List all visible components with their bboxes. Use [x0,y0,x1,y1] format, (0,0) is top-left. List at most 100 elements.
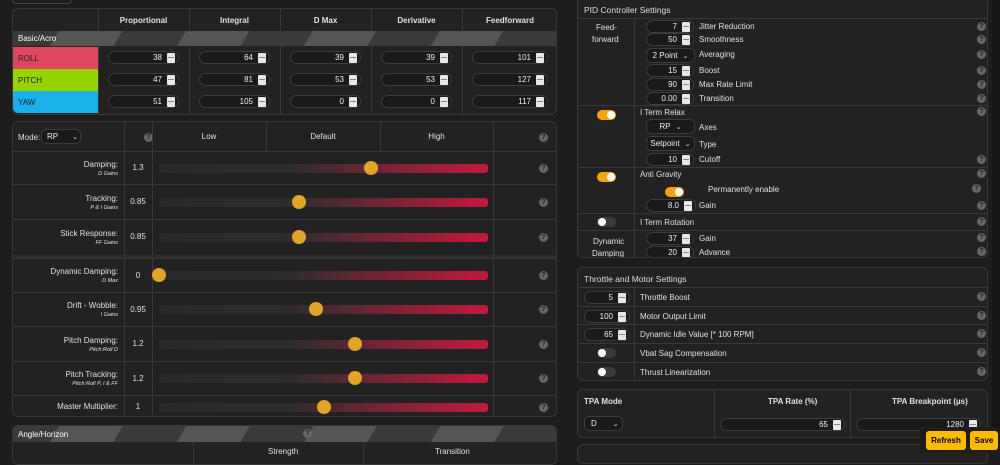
throttle_boost-input[interactable]: 5 [584,291,630,304]
thrust_lin-toggle[interactable] [597,367,616,377]
slider-thumb[interactable] [348,371,363,385]
help-icon[interactable]: ? [977,292,986,301]
slider-track[interactable] [159,194,488,209]
vbat_sag-toggle[interactable] [597,348,616,358]
tpa-rate-input[interactable]: 65 [720,418,845,431]
boost-input[interactable]: 15 [646,64,694,77]
refresh-button[interactable]: Refresh [926,431,966,450]
max_rate-input[interactable]: 90 [646,78,694,91]
jitter-input[interactable]: 7 [646,20,694,33]
help-icon[interactable]: ? [977,35,986,44]
help-icon[interactable]: ? [303,429,312,438]
iterm-relax-toggle[interactable] [597,110,616,120]
pid-input-roll-3[interactable]: 39 [381,51,452,64]
help-icon[interactable]: ? [977,367,986,376]
spinner-icon[interactable] [833,420,841,430]
help-icon[interactable]: ? [539,305,548,314]
pid-input-yaw-0[interactable]: 51 [108,95,179,108]
spinner-icon[interactable] [258,97,266,107]
pid-input-pitch-2[interactable]: 53 [290,73,361,86]
help-icon[interactable]: ? [539,402,548,412]
slider-track[interactable] [159,399,488,414]
pid-input-pitch-1[interactable]: 81 [199,73,270,86]
spinner-icon[interactable] [440,97,448,107]
spinner-icon[interactable] [682,155,690,165]
pid-input-pitch-4[interactable]: 127 [472,73,548,86]
spinner-icon[interactable] [682,66,690,76]
motor_output_limit-input[interactable]: 100 [584,310,630,323]
help-icon[interactable]: ? [977,80,986,89]
type-select[interactable]: Setpoint ⌄ [646,136,695,151]
spinner-icon[interactable] [682,35,690,45]
pid-input-pitch-0[interactable]: 47 [108,73,179,86]
mode-select[interactable]: RP ⌄ [41,129,81,144]
save-button[interactable]: Save [970,431,998,450]
slider-track[interactable] [159,302,488,316]
slider-track[interactable] [159,336,488,351]
spinner-icon[interactable] [682,94,690,104]
help-icon[interactable]: ? [539,271,548,280]
spinner-icon[interactable] [167,53,175,63]
spinner-icon[interactable] [684,201,692,211]
spinner-icon[interactable] [682,234,690,244]
dyn-damping-gain-input[interactable]: 37 [646,232,694,245]
help-icon[interactable]: ? [539,133,548,142]
averaging-select[interactable]: 2 Point ⌄ [646,48,695,63]
spinner-icon[interactable] [969,420,977,430]
help-icon[interactable]: ? [977,217,986,226]
pid-input-yaw-1[interactable]: 105 [199,95,270,108]
spinner-icon[interactable] [682,248,690,257]
anti-gravity-gain-input[interactable]: 8.0 [646,199,696,212]
pid-input-yaw-2[interactable]: 0 [290,95,361,108]
help-icon[interactable]: ? [977,247,986,256]
axes-select[interactable]: RP ⌄ [646,119,695,134]
spinner-icon[interactable] [618,330,626,340]
help-icon[interactable]: ? [977,329,986,338]
slider-track[interactable] [159,371,488,385]
dynamic_idle-input[interactable]: 65 [584,328,630,341]
help-icon[interactable]: ? [539,339,548,349]
slider-track[interactable] [159,160,488,175]
slider-thumb[interactable] [292,229,307,244]
pid-input-roll-4[interactable]: 101 [472,51,548,64]
cutoff-input[interactable]: 10 [646,153,694,166]
permanently-enable-toggle[interactable] [665,187,684,197]
scrollbar[interactable] [992,0,1000,453]
iterm-rotation-toggle[interactable] [597,217,616,227]
spinner-icon[interactable] [349,97,357,107]
spinner-icon[interactable] [167,97,175,107]
dyn-damping-advance-input[interactable]: 20 [646,246,694,257]
pid-input-roll-2[interactable]: 39 [290,51,361,64]
spinner-icon[interactable] [618,293,626,303]
spinner-icon[interactable] [682,80,690,90]
help-icon[interactable]: ? [977,155,986,164]
help-icon[interactable]: ? [977,50,986,59]
help-icon[interactable]: ? [977,233,986,242]
pid-input-yaw-4[interactable]: 117 [472,95,548,108]
pid-input-pitch-3[interactable]: 53 [381,73,452,86]
spinner-icon[interactable] [440,53,448,63]
spinner-icon[interactable] [349,53,357,63]
slider-thumb[interactable] [152,268,166,282]
transition-input[interactable]: 0.00 [646,92,694,105]
spinner-icon[interactable] [258,75,266,85]
pid-input-yaw-3[interactable]: 0 [381,95,452,108]
help-icon[interactable]: ? [539,197,548,207]
smoothness-input[interactable]: 50 [646,33,694,46]
help-icon[interactable]: ? [539,163,548,173]
help-icon[interactable]: ? [977,169,986,178]
slider-thumb[interactable] [364,160,379,175]
slider-thumb[interactable] [308,302,323,316]
help-icon[interactable]: ? [977,94,986,103]
spinner-icon[interactable] [682,22,690,32]
help-icon[interactable]: ? [977,66,986,75]
spinner-icon[interactable] [536,75,544,85]
help-icon[interactable]: ? [977,348,986,357]
slider-thumb[interactable] [292,194,307,209]
help-icon[interactable]: ? [972,184,981,193]
spinner-icon[interactable] [618,312,626,322]
slider-track[interactable] [159,229,488,244]
slider-thumb[interactable] [316,399,331,414]
help-icon[interactable]: ? [977,311,986,320]
spinner-icon[interactable] [349,75,357,85]
